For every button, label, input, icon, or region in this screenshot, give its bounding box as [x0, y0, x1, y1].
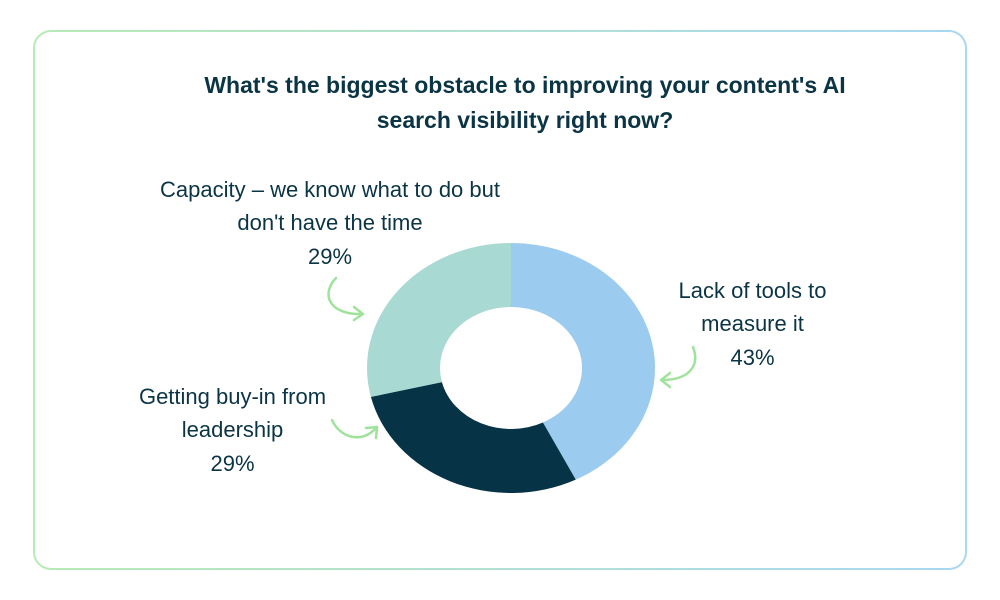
value-label: 29%	[307, 244, 353, 269]
slice-label: Capacity – we know what to do but don't …	[160, 173, 500, 274]
slice	[367, 243, 511, 397]
chart-title: What's the biggest obstacle to improving…	[204, 72, 846, 133]
slice	[370, 382, 576, 493]
arrow	[330, 418, 378, 439]
category-label: Capacity – we know what to do but don't …	[160, 177, 500, 235]
arrow	[327, 276, 364, 316]
arrow-head	[352, 305, 365, 322]
category-label: Getting buy-in from leadership	[138, 384, 327, 442]
slice-label: Lack of tools to measure it 43%	[655, 274, 850, 375]
arrows	[327, 276, 697, 440]
arrow-head	[659, 371, 672, 389]
value-label: 29%	[210, 451, 255, 476]
value-label: 43%	[730, 345, 775, 370]
arrow	[660, 345, 697, 382]
category-label: Lack of tools to measure it	[678, 278, 827, 336]
slice	[511, 243, 656, 480]
arrow-head	[364, 425, 379, 440]
slice-label: Getting buy-in from leadership 29%	[110, 380, 355, 481]
